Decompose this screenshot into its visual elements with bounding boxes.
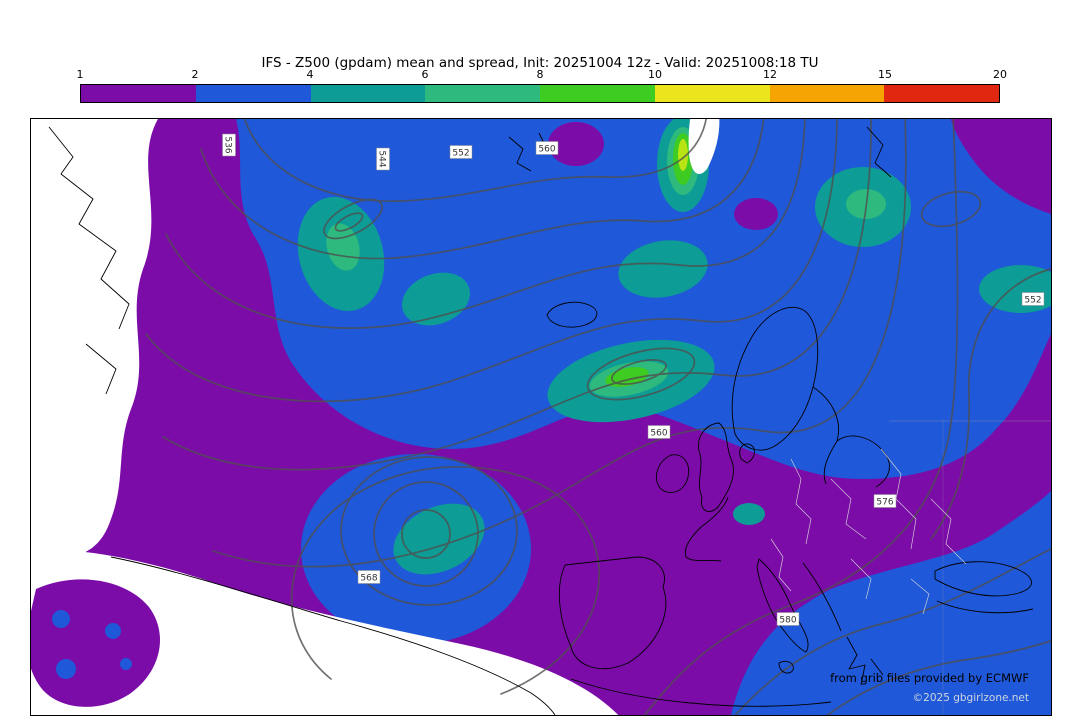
spread-region-yellowgreen-core: [678, 139, 688, 171]
coast-black-sea: [934, 561, 1032, 597]
colorbar-segment: [769, 85, 885, 102]
contour-label: 560: [647, 425, 671, 439]
coast-iceland: [546, 301, 598, 328]
spread-region-white-top-notch: [688, 119, 720, 174]
colorbar-tick: 4: [306, 68, 314, 81]
graticule-layer: [889, 419, 1051, 715]
contour-label-layer: 536 544 552 560 560 568 576 580 552: [222, 133, 1045, 626]
svg-text:580: 580: [779, 616, 796, 626]
coast-france: [684, 496, 729, 562]
svg-text:576: 576: [876, 498, 893, 508]
spread-fill-layer: [31, 119, 1051, 715]
page-title: IFS - Z500 (gpdam) mean and spread, Init…: [261, 55, 819, 71]
coast-baltic: [812, 386, 890, 488]
colorbar-tick: 15: [878, 68, 892, 81]
colorbar-tick: 6: [421, 68, 429, 81]
colorbar-tick: 20: [993, 68, 1007, 81]
colorbar-segment: [81, 85, 196, 102]
spread-region-teal-4: [618, 240, 708, 298]
coast-greece: [846, 636, 884, 686]
contour-label: 568: [357, 570, 381, 584]
coast-italy: [756, 558, 809, 674]
coast-anatolia: [936, 600, 1034, 614]
contour-label: 576: [873, 494, 897, 508]
svg-text:560: 560: [650, 429, 667, 439]
coast-greenland: [48, 126, 130, 395]
coast-ireland: [655, 454, 690, 493]
spread-region-white-southwest: [31, 548, 619, 715]
attribution-line1: from grib files provided by ECMWF: [830, 671, 1029, 685]
contour-label: 544: [376, 147, 390, 171]
colorbar-ticks: 1 2 4 6 8 10 12 15 20: [76, 68, 1008, 82]
spread-region-blue-dot-3: [56, 659, 76, 679]
weather-map-frame: 536 544 552 560 560 568 576 580 552 from grib fi…: [30, 118, 1052, 716]
colorbar-tick: 12: [763, 68, 777, 81]
weather-map: 536 544 552 560 560 568 576 580 552 from grib fi…: [31, 119, 1051, 715]
coast-denmark: [739, 443, 755, 464]
attribution: from grib files provided by ECMWF ©2025 …: [830, 671, 1029, 704]
colorbar-segment: [654, 85, 770, 102]
spread-region-teal-9: [733, 503, 765, 525]
coast-scandinavia: [731, 307, 819, 451]
coast-iberia: [558, 556, 667, 670]
colorbar-segment: [540, 85, 655, 102]
colorbar-tick: 2: [191, 68, 199, 81]
colorbar-segment: [425, 85, 540, 102]
spread-region-purple-spot-1: [548, 122, 604, 166]
contour-label: 552: [1021, 292, 1045, 306]
coast-novaya-zemlya: [866, 126, 892, 178]
svg-text:568: 568: [360, 574, 377, 584]
svg-text:552: 552: [1024, 296, 1041, 306]
attribution-line2: ©2025 gbgirlzone.net: [913, 692, 1029, 704]
spread-region-blue-dot-1: [52, 610, 70, 628]
colorbar: [80, 84, 1000, 103]
spread-region-purple-spot-2: [734, 198, 778, 230]
colorbar-segment: [310, 85, 426, 102]
spread-region-white-west: [31, 119, 159, 560]
contour-label: 560: [535, 141, 559, 155]
coast-north-africa: [110, 556, 832, 715]
contour-label: 536: [222, 133, 236, 157]
colorbar-segment: [195, 85, 311, 102]
contour-label: 580: [776, 612, 800, 626]
svg-text:552: 552: [452, 149, 469, 159]
colorbar-tick: 1: [76, 68, 84, 81]
colorbar-segment: [884, 85, 999, 102]
spread-region-blue-dot-4: [120, 658, 132, 670]
svg-text:560: 560: [538, 145, 555, 155]
spread-region-blue-dot-2: [105, 623, 121, 639]
svg-text:536: 536: [223, 136, 233, 153]
colorbar-tick: 8: [536, 68, 544, 81]
coast-britain: [698, 422, 734, 512]
svg-text:544: 544: [377, 150, 387, 167]
coastline-layer: [48, 126, 1034, 715]
coast-adriatic: [802, 562, 842, 632]
colorbar-legend: 1 2 4 6 8 10 12 15 20: [76, 68, 1008, 103]
colorbar-tick: 10: [648, 68, 662, 81]
contour-label: 552: [449, 145, 473, 159]
